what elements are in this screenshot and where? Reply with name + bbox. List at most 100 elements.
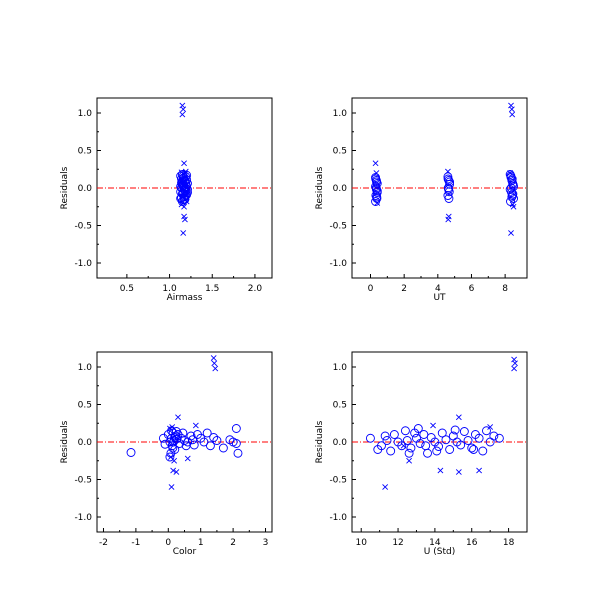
data-point-circle xyxy=(233,448,243,458)
data-point-x xyxy=(445,216,452,223)
data-point-x xyxy=(487,424,494,430)
data-point-circle xyxy=(444,185,454,194)
data-point-circle xyxy=(423,448,432,458)
data-point-x xyxy=(374,200,381,206)
data-point-circle xyxy=(372,192,382,202)
x-tick-label: 16 xyxy=(466,538,478,548)
residual-plot-2: 0 2 4 6 8 1.0 0.5 0.0 -0.5 -1.0 UT Residuals xyxy=(315,97,528,303)
data-point-circle xyxy=(380,431,390,441)
x-axis-label: Airmass xyxy=(167,293,203,303)
data-point-x xyxy=(511,365,518,372)
x-tick-label: -1 xyxy=(131,538,140,548)
data-point-circle xyxy=(441,435,451,445)
data-point-circle xyxy=(231,439,241,448)
data-point-circle xyxy=(406,443,416,453)
y-axis-label: Residuals xyxy=(60,420,70,463)
x-tick-label: 2 xyxy=(230,538,236,548)
data-point-circle xyxy=(231,424,241,433)
data-point-circle xyxy=(169,437,178,447)
data-point-x xyxy=(508,106,515,113)
data-point-x xyxy=(179,102,186,109)
data-point-x xyxy=(173,469,180,475)
data-point-circle xyxy=(463,436,473,445)
data-point-circle xyxy=(413,424,423,433)
data-point-circle xyxy=(421,441,431,451)
data-point-x xyxy=(180,230,187,236)
data-point-circle xyxy=(386,446,396,456)
data-point-x xyxy=(508,230,514,236)
data-point-x xyxy=(182,216,188,223)
y-axis-label: Residuals xyxy=(60,166,70,209)
x-tick-label: 18 xyxy=(503,538,515,548)
data-point-circle xyxy=(434,442,444,451)
data-point-circle xyxy=(482,426,491,436)
data-point-circle xyxy=(494,433,504,443)
y-tick-label: 0.0 xyxy=(78,184,93,194)
x-tick-label: 1.5 xyxy=(205,284,219,294)
y-axis-label: Residuals xyxy=(315,166,325,209)
data-point-circle xyxy=(469,445,479,454)
data-point-x xyxy=(455,469,462,475)
data-point-circle xyxy=(171,427,181,436)
data-point-circle xyxy=(212,436,222,445)
y-tick-label: 1.0 xyxy=(333,363,348,373)
data-point-circle xyxy=(189,440,199,450)
y-tick-label: -0.5 xyxy=(74,476,92,486)
x-tick-label: 2.0 xyxy=(248,284,263,294)
data-point-x xyxy=(183,198,190,205)
data-point-x xyxy=(437,467,444,474)
y-tick-label: 0.0 xyxy=(78,438,93,448)
data-point-x xyxy=(192,422,199,429)
x-tick-label: 14 xyxy=(429,538,441,548)
data-point-circle xyxy=(415,439,425,448)
data-point-circle xyxy=(443,174,453,184)
residual-plot-1: 0.5 1.0 1.5 2.0 1.0 0.5 0.0 -0.5 -1.0 Airmass Resi… xyxy=(60,97,273,303)
data-point-circle xyxy=(168,443,178,453)
data-point-circle xyxy=(397,441,407,451)
data-point-circle xyxy=(160,439,170,449)
data-point-x xyxy=(171,457,178,464)
data-point-x xyxy=(182,170,188,176)
data-point-circle xyxy=(205,441,215,451)
data-point-x xyxy=(406,457,413,464)
y-tick-label: 1.0 xyxy=(333,109,348,119)
data-point-circle xyxy=(377,441,386,451)
data-point-circle xyxy=(400,426,410,436)
x-tick-label: 8 xyxy=(502,284,508,294)
data-point-circle xyxy=(467,443,477,453)
residual-plot-4: 10 12 14 16 18 1.0 0.5 0.0 -0.5 -1.0 U (Std) Residu… xyxy=(315,351,528,557)
y-axis-label: Residuals xyxy=(315,420,325,463)
residual-plot-3: -2 -1 0 1 2 3 1.0 0.5 0.0 -0.5 -1.0 Color Residuals xyxy=(60,351,273,557)
data-point-x xyxy=(168,484,175,490)
data-point-x xyxy=(476,467,483,474)
data-point-x xyxy=(181,203,187,210)
data-point-circle xyxy=(404,448,414,458)
data-point-x xyxy=(509,201,516,208)
x-tick-label: 1 xyxy=(198,538,204,548)
x-tick-label: 2 xyxy=(401,284,407,294)
data-point-x xyxy=(170,467,177,474)
data-point-circle xyxy=(382,436,392,445)
y-tick-label: 1.0 xyxy=(78,363,93,373)
y-tick-label: -1.0 xyxy=(74,259,92,269)
data-point-x xyxy=(181,160,187,167)
data-point-circle xyxy=(432,446,442,456)
x-tick-label: 0 xyxy=(165,538,171,548)
data-point-x xyxy=(509,111,516,118)
x-tick-label: 10 xyxy=(355,538,367,548)
data-point-x xyxy=(382,484,389,490)
data-point-x xyxy=(512,360,518,367)
data-point-circle xyxy=(202,428,212,438)
y-tick-label: 0.5 xyxy=(333,401,347,411)
x-axis-label: Color xyxy=(173,547,197,557)
data-point-circle xyxy=(445,179,455,189)
data-point-x xyxy=(178,169,185,176)
x-tick-label: 12 xyxy=(392,538,403,548)
y-tick-label: -0.5 xyxy=(329,476,347,486)
x-tick-label: 1.0 xyxy=(162,284,177,294)
data-point-circle xyxy=(365,433,375,443)
data-point-circle xyxy=(176,433,186,443)
y-tick-label: -0.5 xyxy=(74,222,92,232)
data-point-x xyxy=(511,356,518,363)
